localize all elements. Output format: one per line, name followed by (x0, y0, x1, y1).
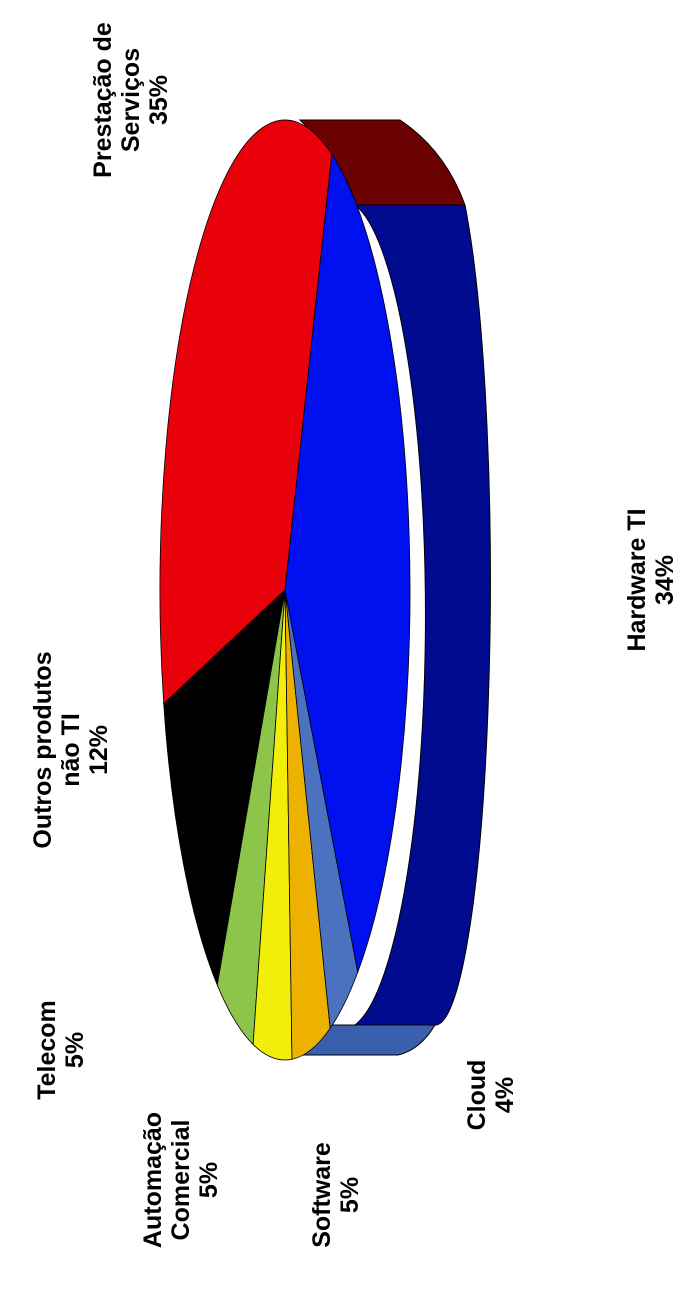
label-hardware-ti: Hardware TI34% (623, 508, 679, 651)
pie-rim (298, 119, 491, 1056)
label-prestacao-de-servicos: Prestação deServiços35% (89, 22, 173, 178)
pie-slices (159, 119, 411, 1061)
slice-percent-label: 35% (145, 75, 173, 125)
slice-percent-label: 12% (85, 725, 113, 775)
pie-labels: Prestação deServiços35% Outros produtosn… (29, 22, 679, 1248)
label-software: Software5% (308, 1142, 364, 1248)
pie-slice-hardware-ti (284, 153, 411, 974)
pie-slice-software (284, 589, 331, 1060)
slice-name-label: Serviços (117, 48, 145, 152)
slice-percent-label: 34% (651, 555, 679, 605)
slice-name-label: Cloud (463, 1060, 491, 1131)
pie-slice-outros-produtos-nao-ti (163, 588, 286, 987)
slice-percent-label: 5% (195, 1162, 223, 1198)
slice-name-label: Software (308, 1142, 336, 1248)
slice-percent-label: 5% (336, 1177, 364, 1213)
slice-name-label: Outros produtos (29, 651, 57, 848)
label-outros-produtos-nao-ti: Outros produtosnão TI12% (29, 651, 113, 848)
slice-name-label: Automação (139, 1112, 167, 1248)
slice-name-label: Prestação de (89, 22, 117, 178)
slice-name-label: Comercial (167, 1120, 195, 1241)
pie-slice-telecom (216, 589, 286, 1046)
slice-percent-label: 4% (491, 1077, 519, 1113)
label-automacao-comercial: AutomaçãoComercial5% (139, 1112, 223, 1248)
pie-slice-automacao-comercial (252, 589, 293, 1061)
slice-name-label: não TI (57, 713, 85, 787)
slice-name-label: Telecom (33, 1000, 61, 1100)
label-telecom: Telecom5% (33, 1000, 89, 1100)
slice-percent-label: 5% (61, 1032, 89, 1068)
slice-name-label: Hardware TI (623, 508, 651, 651)
label-cloud: Cloud4% (463, 1060, 519, 1131)
pie-slice-prestacao-de-servicos (159, 119, 333, 705)
